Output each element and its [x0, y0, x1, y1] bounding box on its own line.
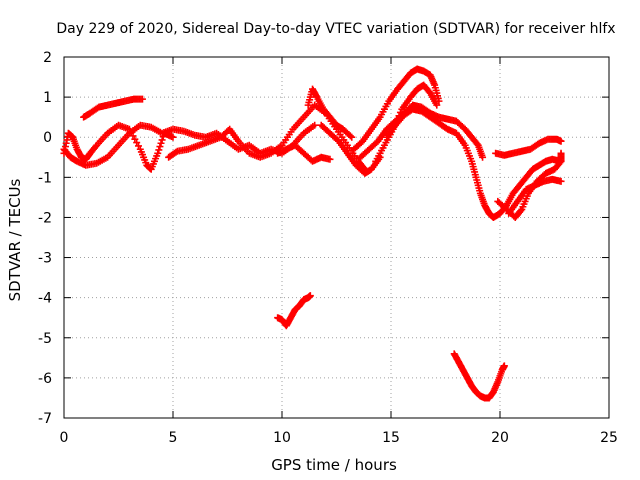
series-track-15 [274, 292, 314, 330]
series-track-16 [450, 350, 508, 402]
data-point [156, 143, 164, 151]
y-tick-label: -7 [38, 411, 52, 427]
y-tick-label: 0 [43, 130, 52, 146]
y-axis-label: SDTVAR / TECUs [6, 178, 24, 301]
x-tick-label: 5 [169, 430, 178, 446]
data-point [326, 155, 334, 163]
y-tick-label: -2 [38, 210, 52, 226]
x-axis-label: GPS time / hours [271, 456, 397, 474]
data-point [155, 146, 163, 154]
y-tick-label: 1 [43, 90, 52, 106]
series-track-14 [505, 175, 565, 217]
data-point [306, 292, 314, 300]
data-point [158, 136, 166, 144]
data-point [157, 139, 165, 147]
series-track-6 [317, 121, 384, 177]
y-tick-label: 2 [43, 50, 52, 66]
data-point [138, 95, 146, 103]
x-tick-label: 25 [600, 430, 618, 446]
series-track-8 [350, 65, 443, 153]
x-tick-label: 10 [273, 430, 291, 446]
series-track-12 [492, 135, 565, 159]
x-tick-label: 20 [491, 430, 509, 446]
series-layer [60, 65, 565, 402]
data-point [479, 153, 487, 161]
series-track-3 [80, 95, 146, 121]
series-track-2 [60, 121, 177, 173]
data-point [311, 121, 319, 129]
data-point [500, 362, 508, 370]
y-tick-label: -6 [38, 371, 52, 387]
data-point [517, 207, 525, 215]
y-tick-label: -5 [38, 331, 52, 347]
series-track-7 [304, 85, 356, 141]
series-track-5 [274, 141, 334, 165]
data-point [348, 133, 356, 141]
y-tick-label: -4 [38, 291, 52, 307]
x-tick-label: 0 [60, 430, 69, 446]
data-point [154, 149, 162, 157]
series-track-11 [383, 105, 565, 221]
plot-frame [63, 56, 610, 419]
x-tick-labels: 0 5 10 15 20 25 [60, 430, 618, 446]
series-track-4 [165, 101, 369, 173]
data-point [557, 149, 565, 157]
x-tick-label: 15 [382, 430, 400, 446]
data-point [557, 177, 565, 185]
data-point [169, 133, 177, 141]
y-tick-labels: 2 1 0 -1 -2 -3 -4 -5 -6 -7 [38, 50, 52, 427]
y-tick-label: -3 [38, 251, 52, 267]
y-tick-label: -1 [38, 170, 52, 186]
chart-title: Day 229 of 2020, Sidereal Day-to-day VTE… [56, 21, 615, 37]
data-point [172, 148, 180, 156]
data-point [433, 101, 441, 109]
data-point [346, 132, 354, 140]
data-point [557, 137, 565, 145]
